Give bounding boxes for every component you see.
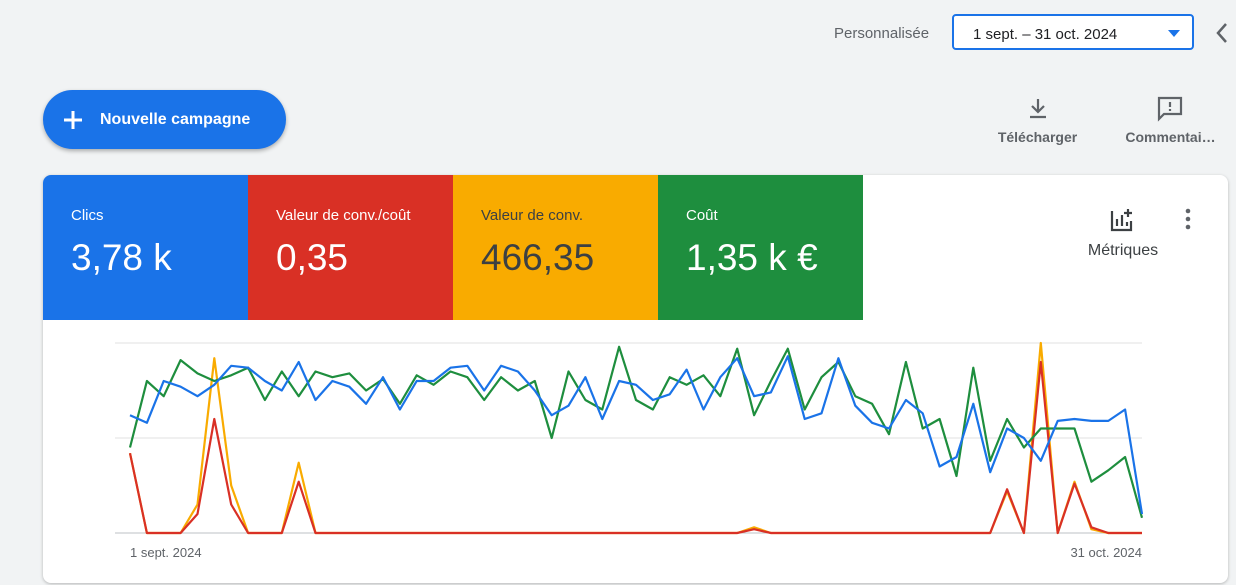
performance-card: Clics 3,78 k Valeur de conv./coût 0,35 Valeu…: [43, 175, 1228, 583]
series-line: [128, 345, 1144, 519]
dropdown-arrow: [1168, 30, 1180, 37]
metric-value: 1,35 k €: [686, 237, 818, 278]
period-label: Personnalisée: [834, 25, 930, 42]
metric-label: Valeur de conv./coût: [276, 207, 411, 224]
feedback-icon: [1157, 96, 1183, 122]
download-label: Télécharger: [997, 129, 1078, 145]
collapse-chevron[interactable]: [1215, 22, 1229, 44]
new-campaign-button[interactable]: Nouvelle campagne: [43, 90, 286, 149]
metrics-icon: [1110, 209, 1133, 232]
feedback-label: Commentai…: [1125, 129, 1216, 145]
download-icon: [1030, 99, 1046, 119]
metric-value: 3,78 k: [71, 237, 172, 278]
x-tick-label: 1 sept. 2024: [130, 545, 202, 560]
metric-tile[interactable]: Valeur de conv./coût 0,35: [248, 175, 453, 320]
new-campaign-label: Nouvelle campagne: [100, 111, 251, 128]
metric-label: Clics: [71, 207, 104, 224]
series-line: [129, 355, 1144, 515]
date-range: 1 sept. – 31 oct. 2024: [973, 26, 1118, 43]
metrics-button[interactable]: Métriques: [1087, 242, 1159, 259]
feedback-button[interactable]: Commentai…: [1118, 95, 1223, 150]
date-picker[interactable]: 1 sept. – 31 oct. 2024: [952, 14, 1194, 50]
metric-value: 466,35: [481, 237, 595, 278]
metric-tile[interactable]: Valeur de conv. 466,35: [453, 175, 658, 320]
chart: 1 sept. 2024 31 oct. 2024: [115, 341, 1144, 560]
metric-value: 0,35: [276, 237, 349, 278]
download-button[interactable]: Télécharger: [990, 95, 1085, 150]
more-menu[interactable]: [1183, 208, 1193, 232]
plus-icon: [64, 111, 82, 129]
metric-label: Valeur de conv.: [481, 207, 584, 224]
series-line: [128, 360, 1142, 535]
metric-tile[interactable]: Clics 3,78 k: [43, 175, 248, 320]
x-tick-label: 31 oct. 2024: [1070, 545, 1142, 560]
metric-label: Coût: [686, 207, 718, 224]
metric-tile[interactable]: Coût 1,35 k €: [658, 175, 863, 320]
